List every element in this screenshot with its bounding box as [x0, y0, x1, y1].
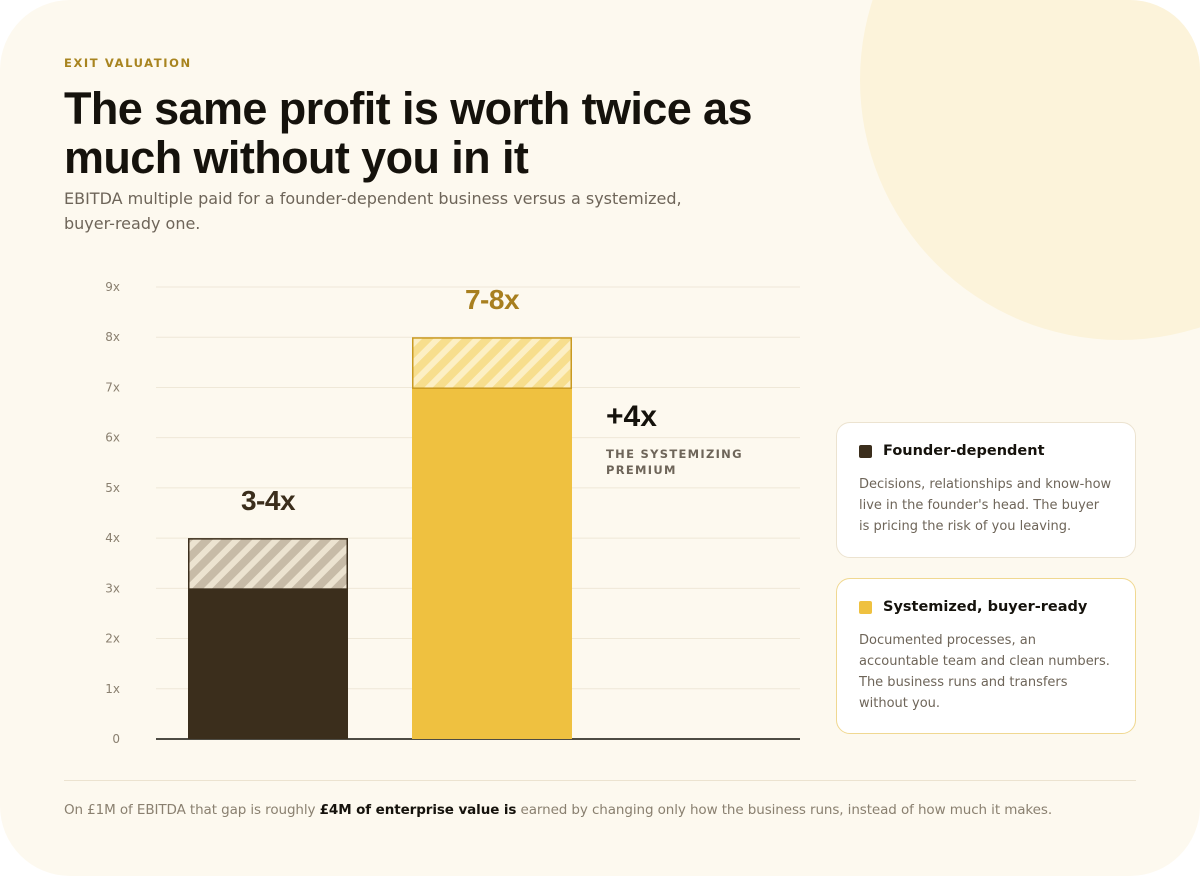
- founder-bar-base: [188, 588, 348, 739]
- systemized-swatch: [859, 600, 872, 614]
- y-tick-label: 0: [112, 732, 120, 746]
- footnote-after: earned by changing only how the business…: [516, 802, 1053, 818]
- systemized-bar-base: [412, 387, 572, 739]
- y-tick-label: 8x: [105, 330, 120, 344]
- y-tick-label: 9x: [105, 280, 120, 294]
- footnote: On £1M of EBITDA that gap is roughly £4M…: [64, 801, 1144, 819]
- legend-card-systemized: Systemized, buyer-ready Documented proce…: [836, 578, 1136, 734]
- founder-bar-range: [188, 538, 348, 590]
- page-title: The same profit is worth twice as much w…: [64, 83, 752, 183]
- y-tick-label: 2x: [105, 632, 120, 646]
- y-tick-label: 7x: [105, 380, 120, 394]
- footnote-emphasis: £4M of enterprise value is: [319, 802, 517, 818]
- legend-card-founder: Founder-dependent Decisions, relationshi…: [836, 422, 1136, 558]
- legend-desc-systemized: Documented processes, an accountable tea…: [859, 633, 1110, 711]
- footnote-before: On £1M of EBITDA that gap is roughly: [64, 802, 320, 818]
- y-tick-label: 1x: [105, 682, 120, 696]
- systemized-value-label: 7-8x: [465, 284, 520, 315]
- premium-label-line-2: PREMIUM: [606, 463, 677, 477]
- founder-value-label: 3-4x: [241, 485, 296, 516]
- y-tick-label: 5x: [105, 481, 120, 495]
- legend-desc-founder: Decisions, relationships and know-how li…: [859, 477, 1112, 534]
- footnote-divider: [64, 780, 1136, 781]
- founder-swatch: [859, 444, 872, 458]
- premium-value: +4x: [606, 400, 657, 433]
- eyebrow-label: EXIT VALUATION: [64, 56, 192, 70]
- legend-title-systemized: Systemized, buyer-ready: [883, 599, 1088, 615]
- premium-label-line-1: THE SYSTEMIZING: [606, 447, 743, 461]
- y-tick-label: 6x: [105, 431, 120, 445]
- y-tick-label: 3x: [105, 581, 120, 595]
- page-subtitle: EBITDA multiple paid for a founder-depen…: [64, 189, 682, 233]
- legend-title-founder: Founder-dependent: [883, 443, 1045, 459]
- y-tick-label: 4x: [105, 531, 120, 545]
- systemized-bar-range: [412, 337, 572, 389]
